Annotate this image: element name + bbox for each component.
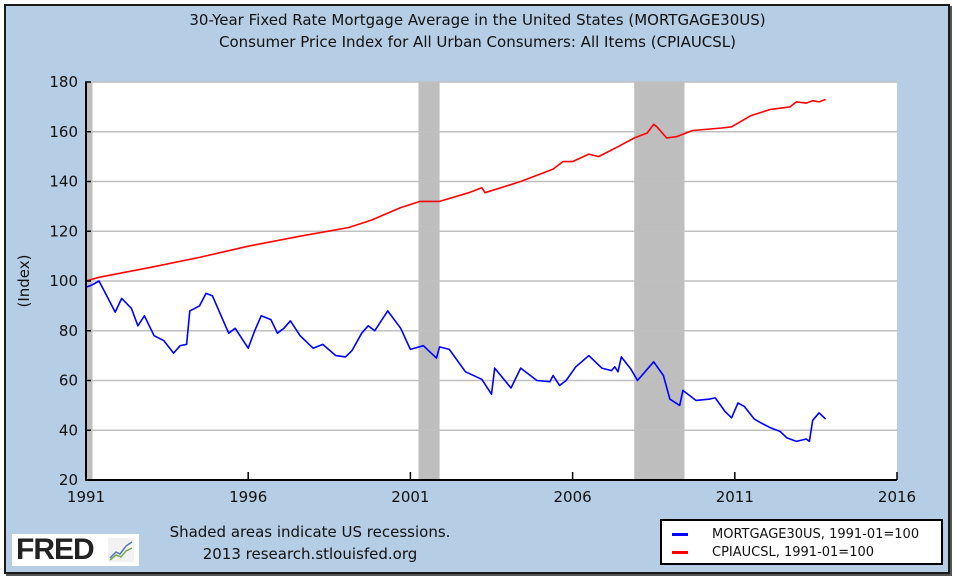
footnote: Shaded areas indicate US recessions. 201… xyxy=(150,521,470,565)
fred-logo[interactable]: FRED xyxy=(12,534,139,566)
x-tick-label-2006: 2006 xyxy=(554,488,592,506)
series-lines xyxy=(85,98,827,443)
y-tick-label-120: 120 xyxy=(49,222,78,240)
legend-item-mortgage: MORTGAGE30US, 1991-01=100 xyxy=(672,525,919,543)
y-tick-label-160: 160 xyxy=(49,123,78,141)
fred-logo-text: FRED xyxy=(16,533,95,566)
legend-label-cpi: CPIAUCSL, 1991-01=100 xyxy=(712,544,875,560)
tick-labels: 20 40 60 80 100 120 140 160 180 1991 1996 2001 2006 2… xyxy=(49,73,916,506)
legend-item-cpi: CPIAUCSL, 1991-01=100 xyxy=(672,543,874,561)
legend-swatch-cpi xyxy=(672,550,688,554)
x-tick-label-2011: 2011 xyxy=(716,488,754,506)
y-tick-label-20: 20 xyxy=(59,471,78,489)
legend-swatch-mortgage xyxy=(672,532,688,536)
x-tick-label-1996: 1996 xyxy=(229,488,267,506)
y-tick-label-100: 100 xyxy=(49,272,78,290)
axes xyxy=(85,81,898,481)
x-tick-label-1991: 1991 xyxy=(67,488,105,506)
line-chart-icon xyxy=(108,538,134,562)
y-tick-label-140: 140 xyxy=(49,173,78,191)
legend-label-mortgage: MORTGAGE30US, 1991-01=100 xyxy=(712,526,920,542)
recession-note: Shaded areas indicate US recessions. xyxy=(169,523,451,541)
y-tick-label-80: 80 xyxy=(59,322,78,340)
gridlines xyxy=(86,81,897,431)
x-tick-label-2001: 2001 xyxy=(391,488,429,506)
chart-title-line1: 30-Year Fixed Rate Mortgage Average in t… xyxy=(189,11,766,29)
source-note: 2013 research.stlouisfed.org xyxy=(202,545,418,563)
y-tick-label-180: 180 xyxy=(49,73,78,91)
y-tick-label-60: 60 xyxy=(59,372,78,390)
legend: MORTGAGE30US, 1991-01=100 CPIAUCSL, 1991… xyxy=(660,519,943,565)
y-axis-label: (Index) xyxy=(15,255,33,308)
series-line-cpi xyxy=(85,98,826,282)
y-tick-label-40: 40 xyxy=(59,421,78,439)
chart-title-line2: Consumer Price Index for All Urban Consu… xyxy=(218,33,737,51)
x-tick-label-2016: 2016 xyxy=(878,488,916,506)
series-line-mortgage xyxy=(85,280,827,443)
